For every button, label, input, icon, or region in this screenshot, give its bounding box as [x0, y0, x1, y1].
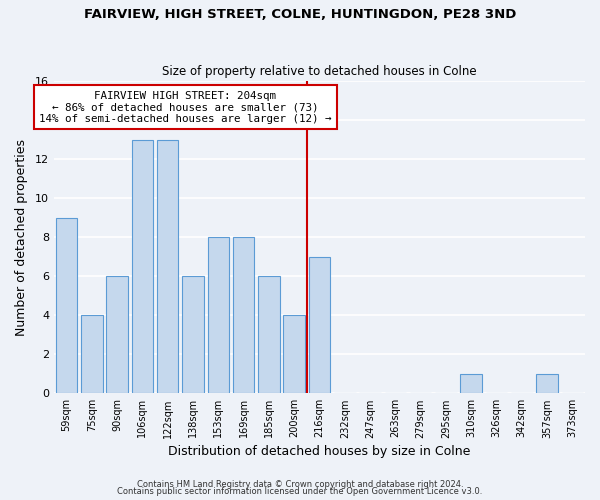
Bar: [460, 374, 482, 394]
Bar: [258, 276, 280, 394]
Bar: [536, 374, 558, 394]
Text: FAIRVIEW, HIGH STREET, COLNE, HUNTINGDON, PE28 3ND: FAIRVIEW, HIGH STREET, COLNE, HUNTINGDON…: [84, 8, 516, 20]
Text: Contains HM Land Registry data © Crown copyright and database right 2024.: Contains HM Land Registry data © Crown c…: [137, 480, 463, 489]
Bar: [309, 256, 330, 394]
Text: FAIRVIEW HIGH STREET: 204sqm
← 86% of detached houses are smaller (73)
14% of se: FAIRVIEW HIGH STREET: 204sqm ← 86% of de…: [39, 91, 332, 124]
Bar: [131, 140, 153, 394]
Bar: [233, 237, 254, 394]
Bar: [106, 276, 128, 394]
Title: Size of property relative to detached houses in Colne: Size of property relative to detached ho…: [162, 66, 477, 78]
Y-axis label: Number of detached properties: Number of detached properties: [15, 138, 28, 336]
Bar: [208, 237, 229, 394]
X-axis label: Distribution of detached houses by size in Colne: Distribution of detached houses by size …: [168, 444, 470, 458]
Bar: [56, 218, 77, 394]
Bar: [81, 316, 103, 394]
Bar: [157, 140, 178, 394]
Bar: [182, 276, 204, 394]
Bar: [283, 316, 305, 394]
Text: Contains public sector information licensed under the Open Government Licence v3: Contains public sector information licen…: [118, 487, 482, 496]
